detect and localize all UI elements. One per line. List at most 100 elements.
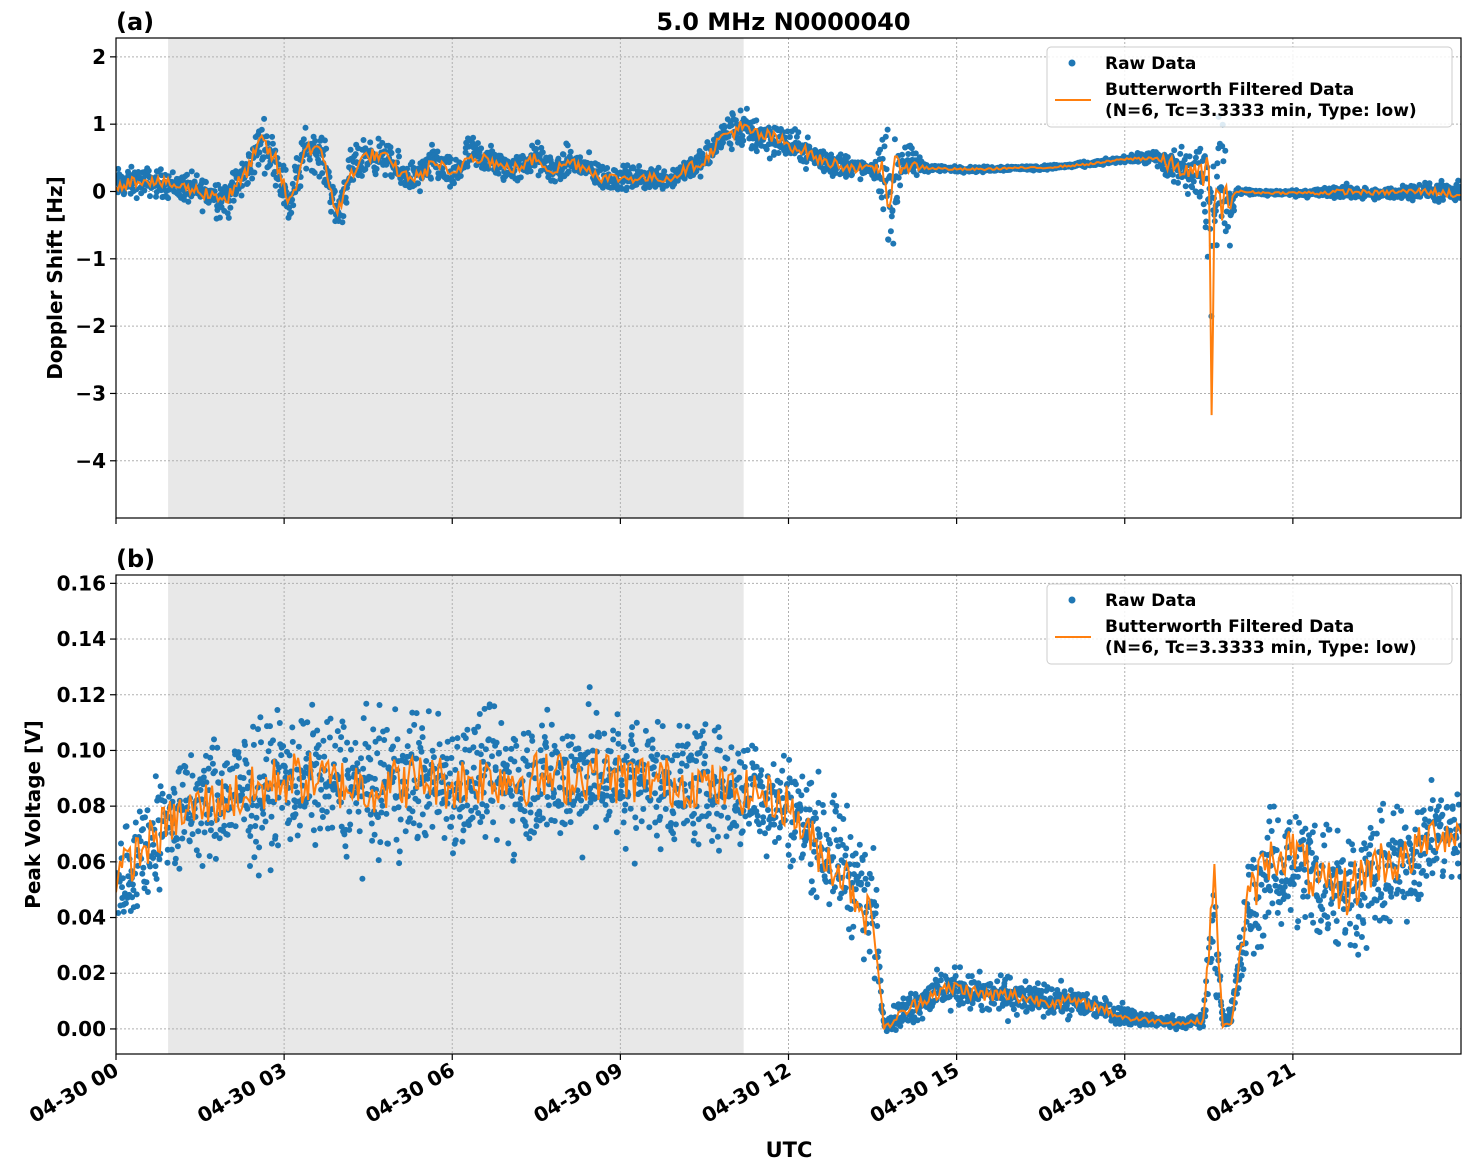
raw-data-point <box>287 836 294 843</box>
raw-data-point <box>292 811 299 818</box>
raw-data-point <box>281 763 288 770</box>
raw-data-point <box>1220 158 1227 165</box>
raw-data-point <box>143 879 150 886</box>
raw-data-point <box>208 820 215 826</box>
raw-data-point <box>872 158 879 165</box>
raw-data-point <box>505 840 512 847</box>
raw-data-point <box>874 923 881 929</box>
raw-data-point <box>119 884 125 891</box>
raw-data-point <box>756 828 763 835</box>
raw-data-point <box>991 1000 998 1007</box>
raw-data-point <box>1240 966 1247 973</box>
raw-data-point <box>195 852 202 859</box>
raw-data-point <box>724 755 731 762</box>
raw-data-point <box>168 846 175 853</box>
raw-data-point <box>823 878 830 885</box>
raw-data-point <box>865 929 872 936</box>
raw-data-point <box>368 820 375 827</box>
raw-data-point <box>1343 180 1350 187</box>
raw-data-point <box>697 732 704 739</box>
raw-data-point <box>862 875 869 882</box>
raw-data-point <box>488 142 494 149</box>
raw-data-point <box>1278 921 1285 927</box>
raw-data-point <box>200 774 207 781</box>
raw-data-point <box>740 137 747 144</box>
raw-data-point <box>772 839 778 845</box>
raw-data-point <box>242 742 248 748</box>
raw-data-point <box>1273 847 1280 854</box>
raw-data-point <box>849 879 856 886</box>
raw-data-point <box>808 779 815 786</box>
raw-data-point <box>1186 153 1193 160</box>
raw-data-point <box>720 139 726 146</box>
raw-data-point <box>994 978 1001 985</box>
raw-data-point <box>842 885 849 891</box>
raw-data-point <box>733 822 740 829</box>
raw-data-point <box>551 790 557 797</box>
raw-data-point <box>628 732 635 739</box>
raw-data-point <box>202 179 209 186</box>
raw-data-point <box>506 769 512 776</box>
raw-data-point <box>153 875 160 882</box>
raw-data-point <box>375 814 381 821</box>
raw-data-point <box>872 910 879 917</box>
raw-data-point <box>244 180 251 186</box>
raw-data-point <box>561 821 568 828</box>
raw-data-point <box>261 170 268 177</box>
raw-data-point <box>464 726 471 733</box>
raw-data-point <box>279 192 286 199</box>
raw-data-point <box>415 798 422 805</box>
raw-data-point <box>1034 980 1041 987</box>
raw-data-point <box>444 738 451 745</box>
raw-data-point <box>1203 218 1210 225</box>
raw-data-point <box>895 174 902 181</box>
raw-data-point <box>527 168 534 175</box>
raw-data-point <box>897 182 904 189</box>
raw-data-point <box>155 817 162 824</box>
raw-data-point <box>376 702 383 708</box>
raw-data-point <box>1294 873 1301 880</box>
raw-data-point <box>721 765 728 772</box>
raw-data-point <box>654 751 661 758</box>
raw-data-point <box>702 721 709 728</box>
raw-data-point <box>784 128 791 135</box>
raw-data-point <box>152 871 159 878</box>
raw-data-point <box>327 715 334 722</box>
raw-data-point <box>161 798 168 805</box>
raw-data-point <box>334 728 341 735</box>
raw-data-point <box>1455 177 1461 184</box>
raw-data-point <box>247 824 254 830</box>
raw-data-point <box>142 814 148 821</box>
raw-data-point <box>1296 819 1302 826</box>
raw-data-point <box>890 240 897 247</box>
raw-data-point <box>655 164 662 171</box>
raw-data-point <box>294 789 301 796</box>
raw-data-point <box>649 745 656 752</box>
raw-data-point <box>459 803 466 810</box>
raw-data-point <box>122 900 129 907</box>
raw-data-point <box>539 815 546 822</box>
raw-data-point <box>891 136 898 143</box>
raw-data-point <box>198 820 205 827</box>
raw-data-point <box>1198 188 1204 195</box>
raw-data-point <box>171 789 178 796</box>
raw-data-point <box>449 814 456 821</box>
raw-data-point <box>554 749 561 756</box>
raw-data-point <box>715 724 722 731</box>
raw-data-point <box>1242 950 1249 957</box>
raw-data-point <box>182 763 189 770</box>
raw-data-point <box>123 823 130 830</box>
raw-data-point <box>864 881 871 888</box>
raw-data-point <box>435 808 442 815</box>
raw-data-point <box>775 834 782 841</box>
raw-data-point <box>447 156 454 162</box>
raw-data-point <box>621 807 628 814</box>
raw-data-point <box>296 822 303 829</box>
raw-data-point <box>239 791 245 798</box>
raw-data-point <box>873 902 880 909</box>
raw-data-point <box>736 774 743 781</box>
raw-data-point <box>897 1023 904 1029</box>
raw-data-point <box>1111 1005 1117 1012</box>
raw-data-point <box>844 802 850 809</box>
raw-data-point <box>172 855 179 862</box>
